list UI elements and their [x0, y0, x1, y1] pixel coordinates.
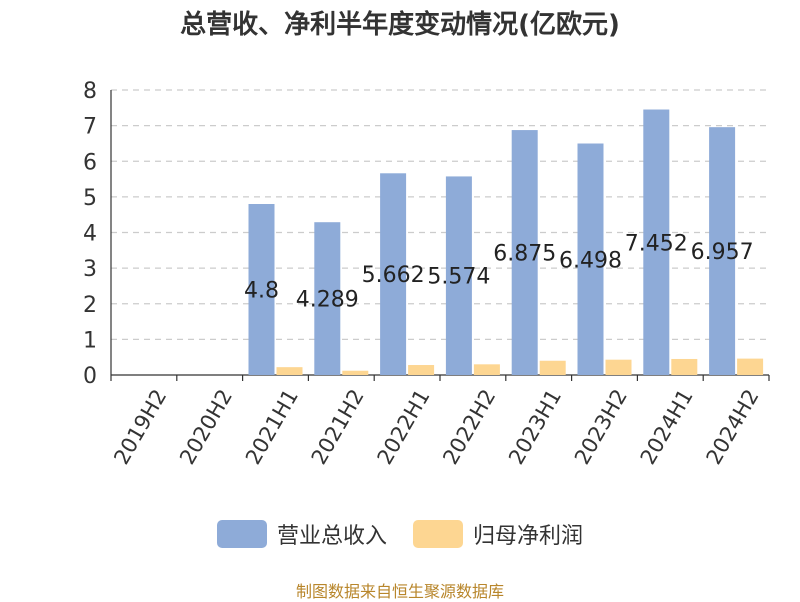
legend: 营业总收入 归母净利润 [0, 518, 800, 550]
bar-revenue[interactable] [643, 109, 670, 376]
y-tick-label: 3 [83, 257, 97, 282]
legend-label-revenue: 营业总收入 [276, 524, 387, 549]
legend-item-net-profit[interactable]: 归母净利润 [413, 518, 583, 550]
x-tick-label: 2024H2 [702, 385, 764, 469]
y-tick-label: 7 [83, 115, 97, 140]
x-tick-label: 2022H2 [438, 385, 500, 469]
bar-net-profit[interactable] [737, 358, 764, 375]
bar-net-profit[interactable] [539, 360, 566, 375]
y-tick-label: 2 [83, 293, 97, 318]
x-tick-label: 2023H2 [570, 385, 632, 469]
y-tick-label: 6 [83, 150, 97, 175]
y-tick-label: 1 [83, 328, 97, 353]
legend-item-revenue[interactable]: 营业总收入 [216, 518, 387, 550]
y-tick-label: 8 [83, 79, 97, 104]
data-label: 4.289 [296, 288, 359, 313]
data-label: 6.875 [493, 242, 556, 267]
y-tick-label: 0 [83, 364, 97, 389]
legend-label-net-profit: 归母净利润 [473, 524, 584, 549]
y-tick-label: 5 [83, 186, 97, 211]
x-tick-label: 2021H1 [241, 385, 303, 469]
bar-revenue[interactable] [511, 130, 538, 375]
x-tick-label: 2019H2 [109, 385, 171, 469]
x-tick-label: 2020H2 [175, 385, 237, 469]
bar-revenue[interactable] [314, 222, 341, 375]
bar-net-profit[interactable] [605, 359, 632, 375]
bar-net-profit[interactable] [408, 365, 435, 375]
chart-title: 总营收、净利半年度变动情况(亿欧元) [180, 10, 620, 40]
data-label: 7.452 [625, 231, 688, 256]
bar-net-profit[interactable] [473, 364, 500, 375]
y-tick-label: 4 [83, 222, 97, 247]
bar-net-profit[interactable] [671, 358, 698, 375]
legend-swatch-revenue [216, 520, 267, 548]
bar-net-profit[interactable] [276, 367, 303, 375]
x-tick-label: 2022H1 [373, 385, 435, 469]
data-label: 4.8 [244, 279, 279, 304]
bar-revenue[interactable] [248, 204, 275, 375]
legend-swatch-net-profit [413, 520, 463, 548]
data-label: 5.662 [362, 263, 425, 288]
x-tick-label: 2023H1 [504, 385, 566, 469]
bar-revenue[interactable] [709, 127, 736, 375]
data-label: 6.498 [559, 248, 622, 273]
x-tick-label: 2024H1 [636, 385, 698, 469]
bar-revenue[interactable] [380, 173, 407, 375]
data-label: 5.574 [427, 265, 490, 290]
bar-revenue[interactable] [445, 176, 472, 375]
data-source-note: 制图数据来自恒生聚源数据库 [295, 582, 504, 601]
bar-revenue[interactable] [577, 143, 604, 375]
x-tick-label: 2021H2 [307, 385, 369, 469]
data-label: 6.957 [691, 240, 754, 265]
bar-net-profit[interactable] [342, 370, 369, 375]
